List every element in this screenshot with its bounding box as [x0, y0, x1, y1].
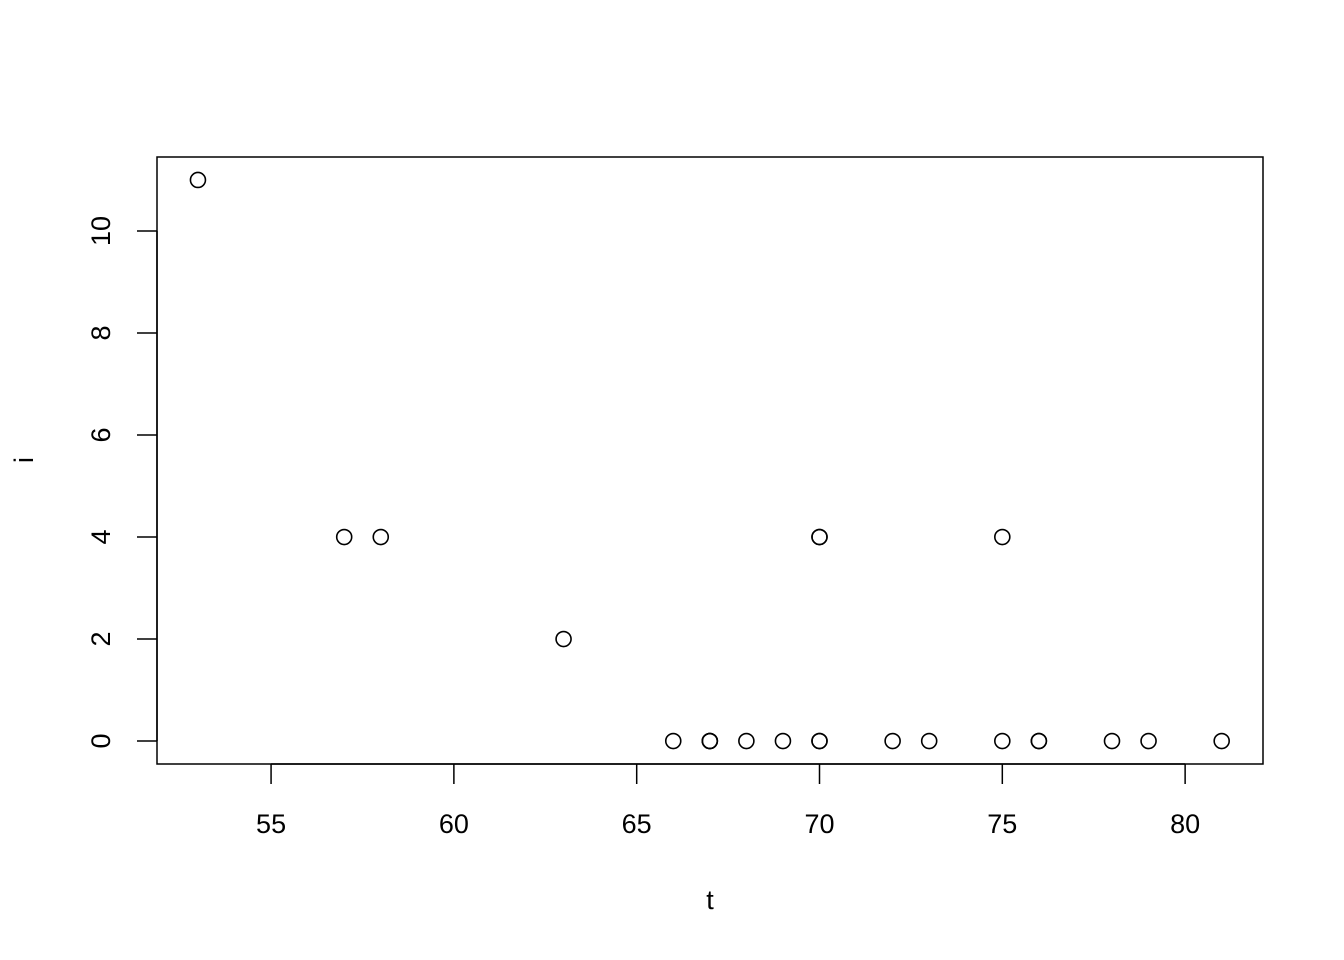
y-axis: 0 2 4 6 8 10 — [86, 216, 158, 749]
data-point — [1213, 732, 1230, 750]
data-point — [811, 528, 828, 546]
data-point — [811, 732, 828, 750]
data-point — [884, 732, 901, 750]
y-tick-label: 10 — [86, 216, 116, 246]
data-point — [189, 171, 207, 189]
x-tick-label: 60 — [439, 809, 469, 839]
x-tick-label: 70 — [804, 809, 834, 839]
data-point — [701, 732, 719, 750]
data-point — [372, 528, 390, 546]
y-tick-label: 0 — [86, 734, 116, 749]
x-tick-label: 55 — [256, 809, 286, 839]
y-axis-label: i — [9, 457, 39, 463]
data-points — [189, 171, 1230, 750]
x-tick-label: 65 — [622, 809, 652, 839]
data-point — [738, 732, 755, 750]
x-axis: 55 60 65 70 75 80 — [256, 763, 1200, 839]
data-point — [1140, 732, 1157, 750]
data-point — [1030, 732, 1048, 750]
y-tick-label: 4 — [86, 529, 116, 544]
data-point — [664, 732, 682, 750]
y-tick-label: 2 — [86, 632, 116, 647]
x-axis-label: t — [706, 885, 714, 915]
data-point — [555, 630, 572, 648]
plot-frame — [156, 156, 1264, 765]
x-tick-label: 80 — [1170, 809, 1200, 839]
x-tick-label: 75 — [987, 809, 1017, 839]
data-point — [1103, 732, 1121, 750]
y-tick-label: 6 — [86, 427, 116, 442]
y-tick-label: 8 — [86, 325, 116, 340]
data-point — [994, 528, 1011, 546]
data-point — [774, 732, 792, 750]
data-point — [335, 528, 353, 546]
data-point — [994, 732, 1011, 750]
data-point — [920, 732, 938, 750]
